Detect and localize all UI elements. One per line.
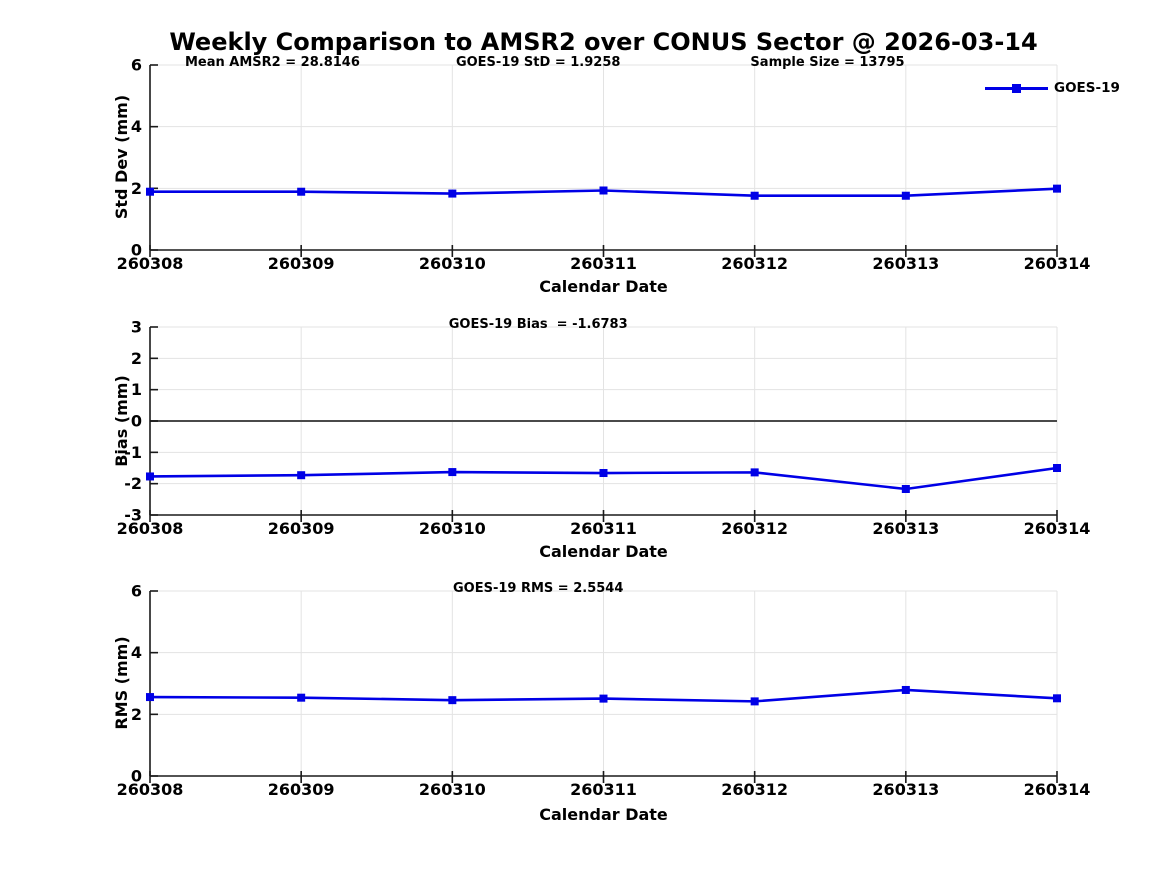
y-tick-label: -1 [124, 443, 142, 462]
data-point-marker [297, 187, 306, 196]
data-point-marker [297, 693, 306, 702]
xlabel-rms: Calendar Date [539, 805, 668, 824]
data-point-marker [1053, 464, 1061, 472]
y-tick-label: 0 [131, 767, 142, 786]
y-tick-label: 1 [131, 380, 142, 399]
x-tick-label: 260308 [117, 780, 184, 799]
data-point-marker [448, 189, 457, 198]
x-tick-label: 260313 [872, 780, 939, 799]
x-tick-label: 260310 [419, 254, 486, 273]
x-tick-label: 260312 [721, 780, 788, 799]
ylabel-rms: RMS (mm) [112, 636, 131, 730]
y-tick-label: 4 [131, 117, 142, 136]
rms-plot: 0 2 4 6 260308 260309 260310 260311 260312 260313… [117, 582, 1091, 800]
x-tick-label: 260311 [570, 519, 637, 538]
x-tick-label: 260314 [1024, 254, 1091, 273]
rms-annotation: GOES-19 RMS = 2.5544 [452, 581, 624, 596]
data-point-marker [448, 696, 457, 705]
x-tick-label: 260311 [570, 780, 637, 799]
y-tick-label: 3 [131, 318, 142, 337]
y-tick-label: 0 [131, 412, 142, 431]
y-tick-label: 2 [131, 705, 142, 724]
x-tick-label: 260308 [117, 519, 184, 538]
y-tick-label: 6 [131, 582, 142, 601]
figure-title: Weekly Comparison to AMSR2 over CONUS Se… [169, 28, 1038, 56]
x-tick-label: 260309 [268, 254, 335, 273]
ylabel-bias: Bias (mm) [112, 375, 131, 467]
data-point-marker [146, 693, 154, 702]
y-tick-label: 2 [131, 349, 142, 368]
data-point-marker [599, 186, 608, 195]
x-tick-label: 260313 [872, 519, 939, 538]
data-point-marker [146, 472, 154, 481]
x-tick-label: 260309 [268, 780, 335, 799]
data-point-marker [901, 685, 910, 694]
stddev-annotation: GOES-19 StD = 1.9258 [455, 55, 621, 70]
legend: GOES-19 [985, 80, 1165, 96]
data-point-marker [146, 187, 154, 196]
bias-annotation: GOES-19 Bias = -1.6783 [448, 317, 628, 332]
legend-series-label: GOES-19 [1054, 80, 1120, 96]
data-point-marker [750, 191, 759, 200]
bias-plot: -3 -2 -1 0 1 2 3 260308 260309 260310 260311 260312… [117, 318, 1091, 539]
y-tick-label: 4 [131, 643, 142, 662]
data-point-marker [901, 484, 910, 493]
y-tick-label: -2 [124, 474, 142, 493]
data-point-marker [750, 697, 759, 706]
y-tick-label: -3 [124, 506, 142, 525]
x-tick-label: 260312 [721, 254, 788, 273]
xlabel-bias: Calendar Date [539, 542, 668, 561]
ylabel-stddev: Std Dev (mm) [112, 94, 131, 220]
data-point-marker [901, 191, 910, 200]
x-tick-label: 260310 [419, 519, 486, 538]
stddev-plot: 0 2 4 6 260308 260309 260310 260311 260312 260313… [117, 56, 1091, 274]
y-tick-label: 6 [131, 56, 142, 75]
x-tick-label: 260309 [268, 519, 335, 538]
x-tick-label: 260308 [117, 254, 184, 273]
x-tick-label: 260311 [570, 254, 637, 273]
data-point-marker [599, 469, 608, 478]
stddev-annotation: Sample Size = 13795 [750, 55, 905, 70]
x-tick-label: 260314 [1024, 780, 1091, 799]
stddev-annotation: Mean AMSR2 = 28.8146 [184, 55, 360, 70]
data-point-marker [599, 694, 608, 703]
data-point-marker [750, 468, 759, 477]
legend-square-marker-icon [1012, 84, 1021, 93]
x-tick-label: 260310 [419, 780, 486, 799]
y-tick-label: 0 [131, 241, 142, 260]
data-point-marker [448, 468, 457, 477]
x-tick-label: 260314 [1024, 519, 1091, 538]
y-tick-label: 2 [131, 179, 142, 198]
data-point-marker [1053, 184, 1061, 193]
xlabel-stddev: Calendar Date [539, 277, 668, 296]
x-tick-label: 260313 [872, 254, 939, 273]
x-tick-label: 260312 [721, 519, 788, 538]
data-point-marker [297, 471, 306, 480]
data-point-marker [1053, 694, 1061, 703]
